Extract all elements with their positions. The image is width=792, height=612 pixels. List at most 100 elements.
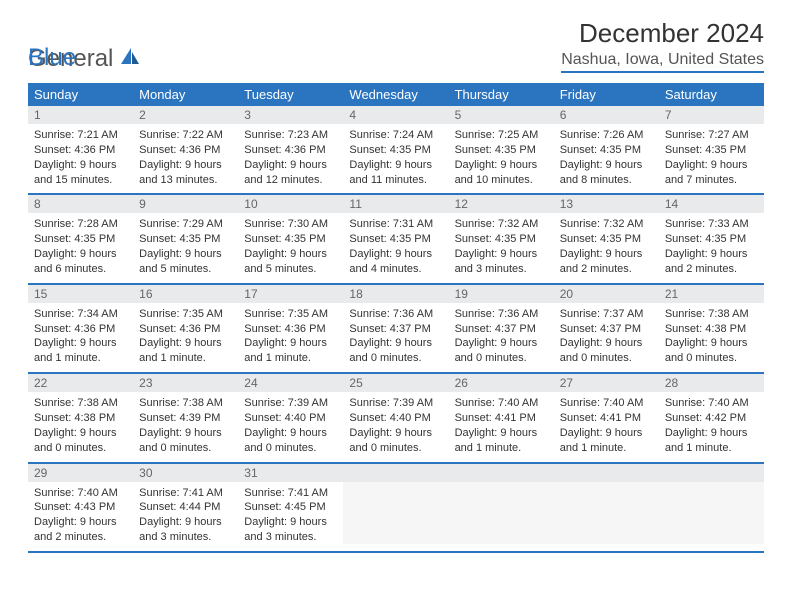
day-number: 5 [449,106,554,124]
day-dl1: Daylight: 9 hours [455,336,548,351]
day-ss: Sunset: 4:36 PM [244,322,337,337]
calendar-cell: 13Sunrise: 7:32 AMSunset: 4:35 PMDayligh… [554,194,659,283]
calendar-header-row: Sunday Monday Tuesday Wednesday Thursday… [28,83,764,106]
day-number: 2 [133,106,238,124]
day-number: 27 [554,374,659,392]
day-dl2: and 5 minutes. [139,262,232,277]
day-number: 10 [238,195,343,213]
day-details: Sunrise: 7:32 AMSunset: 4:35 PMDaylight:… [449,213,554,282]
calendar-cell: 21Sunrise: 7:38 AMSunset: 4:38 PMDayligh… [659,284,764,373]
day-details: Sunrise: 7:40 AMSunset: 4:41 PMDaylight:… [554,392,659,461]
title-block: December 2024 Nashua, Iowa, United State… [561,18,764,73]
calendar-cell: 4Sunrise: 7:24 AMSunset: 4:35 PMDaylight… [343,106,448,194]
col-saturday: Saturday [659,83,764,106]
day-dl1: Daylight: 9 hours [34,515,127,530]
day-number: 8 [28,195,133,213]
day-ss: Sunset: 4:40 PM [244,411,337,426]
day-sr: Sunrise: 7:24 AM [349,128,442,143]
day-dl1: Daylight: 9 hours [665,426,758,441]
day-details-empty [343,482,448,544]
day-dl2: and 0 minutes. [455,351,548,366]
day-sr: Sunrise: 7:30 AM [244,217,337,232]
day-number: 28 [659,374,764,392]
day-details: Sunrise: 7:39 AMSunset: 4:40 PMDaylight:… [343,392,448,461]
day-dl1: Daylight: 9 hours [349,158,442,173]
day-dl2: and 2 minutes. [560,262,653,277]
day-number: 6 [554,106,659,124]
day-dl1: Daylight: 9 hours [34,158,127,173]
calendar-row: 8Sunrise: 7:28 AMSunset: 4:35 PMDaylight… [28,194,764,283]
calendar-cell: 15Sunrise: 7:34 AMSunset: 4:36 PMDayligh… [28,284,133,373]
calendar-cell: 8Sunrise: 7:28 AMSunset: 4:35 PMDaylight… [28,194,133,283]
day-ss: Sunset: 4:35 PM [455,143,548,158]
calendar-cell: 19Sunrise: 7:36 AMSunset: 4:37 PMDayligh… [449,284,554,373]
day-ss: Sunset: 4:41 PM [455,411,548,426]
calendar-cell: 17Sunrise: 7:35 AMSunset: 4:36 PMDayligh… [238,284,343,373]
day-dl1: Daylight: 9 hours [139,247,232,262]
day-dl1: Daylight: 9 hours [349,247,442,262]
day-ss: Sunset: 4:39 PM [139,411,232,426]
day-dl2: and 0 minutes. [665,351,758,366]
day-dl2: and 1 minute. [244,351,337,366]
day-dl2: and 6 minutes. [34,262,127,277]
day-sr: Sunrise: 7:40 AM [34,486,127,501]
day-sr: Sunrise: 7:37 AM [560,307,653,322]
day-dl1: Daylight: 9 hours [244,247,337,262]
day-dl2: and 0 minutes. [349,351,442,366]
day-details-empty [659,482,764,544]
day-dl1: Daylight: 9 hours [455,247,548,262]
day-dl2: and 1 minute. [139,351,232,366]
day-details: Sunrise: 7:25 AMSunset: 4:35 PMDaylight:… [449,124,554,193]
calendar-row: 29Sunrise: 7:40 AMSunset: 4:43 PMDayligh… [28,463,764,552]
day-details: Sunrise: 7:21 AMSunset: 4:36 PMDaylight:… [28,124,133,193]
day-ss: Sunset: 4:35 PM [349,232,442,247]
day-number: 21 [659,285,764,303]
day-number-empty [659,464,764,482]
day-ss: Sunset: 4:40 PM [349,411,442,426]
day-dl2: and 8 minutes. [560,173,653,188]
day-ss: Sunset: 4:42 PM [665,411,758,426]
calendar-cell: 16Sunrise: 7:35 AMSunset: 4:36 PMDayligh… [133,284,238,373]
day-sr: Sunrise: 7:25 AM [455,128,548,143]
day-sr: Sunrise: 7:23 AM [244,128,337,143]
day-details: Sunrise: 7:38 AMSunset: 4:39 PMDaylight:… [133,392,238,461]
day-dl2: and 3 minutes. [139,530,232,545]
day-details: Sunrise: 7:29 AMSunset: 4:35 PMDaylight:… [133,213,238,282]
day-dl2: and 4 minutes. [349,262,442,277]
day-number: 25 [343,374,448,392]
day-dl2: and 10 minutes. [455,173,548,188]
day-number-empty [343,464,448,482]
calendar-cell: 20Sunrise: 7:37 AMSunset: 4:37 PMDayligh… [554,284,659,373]
day-details-empty [449,482,554,544]
day-number: 22 [28,374,133,392]
day-dl2: and 0 minutes. [560,351,653,366]
day-dl1: Daylight: 9 hours [34,336,127,351]
day-number: 18 [343,285,448,303]
day-dl1: Daylight: 9 hours [244,515,337,530]
calendar-cell [659,463,764,552]
day-details: Sunrise: 7:31 AMSunset: 4:35 PMDaylight:… [343,213,448,282]
calendar-cell [343,463,448,552]
day-details: Sunrise: 7:34 AMSunset: 4:36 PMDaylight:… [28,303,133,372]
day-dl2: and 1 minute. [560,441,653,456]
day-sr: Sunrise: 7:35 AM [139,307,232,322]
day-ss: Sunset: 4:35 PM [34,232,127,247]
day-number: 20 [554,285,659,303]
calendar-cell: 6Sunrise: 7:26 AMSunset: 4:35 PMDaylight… [554,106,659,194]
day-ss: Sunset: 4:35 PM [560,143,653,158]
day-dl2: and 3 minutes. [455,262,548,277]
day-dl1: Daylight: 9 hours [244,426,337,441]
day-dl1: Daylight: 9 hours [139,336,232,351]
day-ss: Sunset: 4:43 PM [34,500,127,515]
col-thursday: Thursday [449,83,554,106]
day-sr: Sunrise: 7:31 AM [349,217,442,232]
calendar-cell: 11Sunrise: 7:31 AMSunset: 4:35 PMDayligh… [343,194,448,283]
day-number: 11 [343,195,448,213]
day-details: Sunrise: 7:32 AMSunset: 4:35 PMDaylight:… [554,213,659,282]
calendar-cell: 10Sunrise: 7:30 AMSunset: 4:35 PMDayligh… [238,194,343,283]
day-dl2: and 0 minutes. [244,441,337,456]
calendar-cell: 27Sunrise: 7:40 AMSunset: 4:41 PMDayligh… [554,373,659,462]
day-dl2: and 7 minutes. [665,173,758,188]
day-number: 7 [659,106,764,124]
day-ss: Sunset: 4:36 PM [34,143,127,158]
